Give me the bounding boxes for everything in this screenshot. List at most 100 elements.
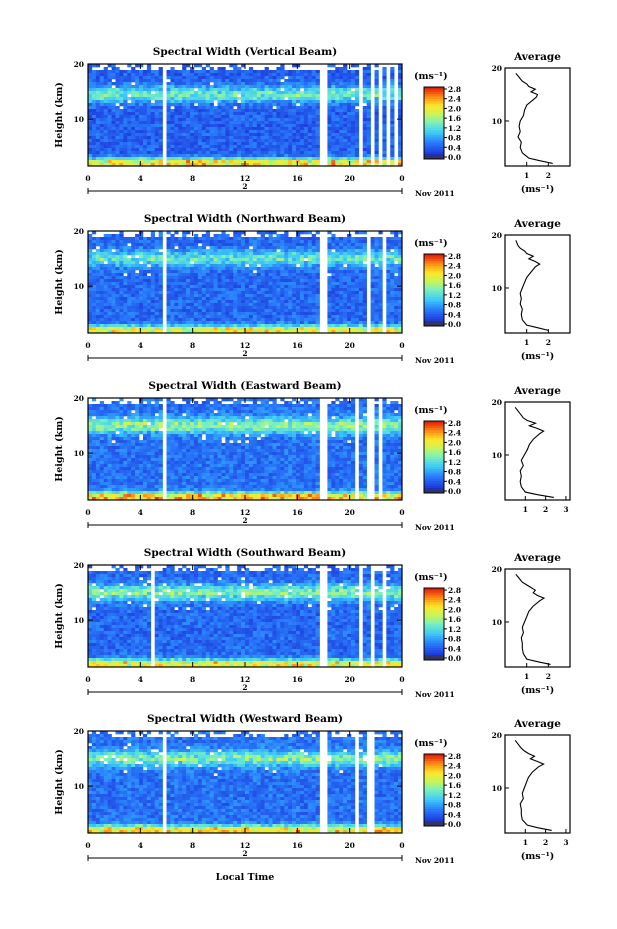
heatmap-cell xyxy=(135,324,140,328)
heatmap-cell xyxy=(166,139,171,143)
heatmap-cell xyxy=(154,148,159,152)
heatmap-cell xyxy=(107,94,112,98)
x-tick-label: 0 xyxy=(85,341,90,350)
heatmap-cell xyxy=(264,264,269,268)
heatmap-cell xyxy=(229,64,234,68)
heatmap-cell xyxy=(264,306,269,310)
heatmap-cell xyxy=(374,148,379,152)
x-tick-label: 20 xyxy=(344,174,354,183)
heatmap-cell xyxy=(303,82,309,86)
heatmap-cell xyxy=(311,91,316,95)
heatmap-cell xyxy=(205,276,210,280)
heatmap-cell xyxy=(123,124,128,128)
heatmap-cell xyxy=(327,267,332,271)
heatmap-cell xyxy=(174,243,179,247)
heatmap-cell xyxy=(91,258,97,262)
heatmap-cell xyxy=(315,276,320,280)
heatmap-cell xyxy=(95,273,101,277)
heatmap-cell xyxy=(264,246,269,250)
heatmap-cell xyxy=(174,306,179,310)
heatmap-cell xyxy=(127,291,132,295)
heatmap-cell xyxy=(347,82,352,86)
heatmap-cell xyxy=(233,136,238,140)
heatmap-cell xyxy=(354,97,360,101)
heatmap-cell xyxy=(237,82,242,86)
heatmap-cell xyxy=(350,303,356,307)
heatmap-cell xyxy=(354,267,360,271)
heatmap-cell xyxy=(99,309,104,313)
heatmap-cell xyxy=(268,97,273,101)
heatmap-cell xyxy=(154,100,159,104)
heatmap-cell xyxy=(343,303,348,307)
heatmap-cell xyxy=(205,234,210,238)
heatmap-cell xyxy=(311,157,316,161)
heatmap-cell xyxy=(88,497,93,501)
heatmap-cell xyxy=(347,264,352,268)
heatmap-cell xyxy=(374,300,379,304)
heatmap-cell xyxy=(178,246,183,250)
heatmap-cell xyxy=(186,327,191,331)
heatmap-cell xyxy=(264,139,269,143)
heatmap-cell xyxy=(201,252,207,256)
heatmap-cell xyxy=(225,297,230,301)
heatmap-cell xyxy=(115,327,120,331)
heatmap-cell xyxy=(299,151,305,155)
heatmap-cell xyxy=(272,279,277,283)
heatmap-cell xyxy=(256,82,261,86)
heatmap-cell xyxy=(229,109,234,113)
heatmap-cell xyxy=(213,133,218,137)
heatmap-cell xyxy=(123,255,128,259)
heatmap-cell xyxy=(311,73,316,77)
heatmap-cell xyxy=(284,127,289,131)
heatmap-cell xyxy=(150,291,156,295)
heatmap-cell xyxy=(327,115,332,119)
heatmap-cell xyxy=(170,142,175,146)
heatmap-cell xyxy=(292,246,297,250)
heatmap-cell xyxy=(288,136,293,140)
heatmap-cell xyxy=(186,324,191,328)
heatmap-cell xyxy=(190,148,195,152)
heatmap-cell xyxy=(268,327,273,331)
heatmap-cell xyxy=(303,139,309,143)
heatmap-cell xyxy=(237,249,242,253)
heatmap-cell xyxy=(217,270,222,274)
heatmap-cell xyxy=(245,148,250,152)
heatmap-cell xyxy=(303,279,309,283)
heatmap-cell xyxy=(158,148,163,152)
heatmap-cell xyxy=(335,261,340,265)
heatmap-cell xyxy=(248,145,254,149)
heatmap-cell xyxy=(174,100,179,104)
heatmap-cell xyxy=(209,118,214,122)
heatmap-cell xyxy=(182,160,187,164)
heatmap-cell xyxy=(193,157,199,161)
heatmap-cell xyxy=(335,279,340,283)
heatmap-cell xyxy=(197,327,203,331)
heatmap-cell xyxy=(166,118,171,122)
heatmap-cell xyxy=(139,330,144,334)
colorbar-swatch xyxy=(424,149,444,153)
heatmap-cell xyxy=(276,121,281,125)
heatmap-cell xyxy=(142,142,148,146)
heatmap-cell xyxy=(288,258,293,262)
heatmap-cell xyxy=(347,70,352,74)
heatmap-cell xyxy=(398,76,403,80)
heatmap-cell xyxy=(398,142,403,146)
heatmap-cell xyxy=(225,118,230,122)
heatmap-cell xyxy=(252,154,258,158)
heatmap-cell xyxy=(115,85,120,89)
heatmap-cell xyxy=(209,312,214,316)
heatmap-cell xyxy=(354,303,360,307)
heatmap-cell xyxy=(335,88,340,92)
heatmap-cell xyxy=(111,64,116,68)
heatmap-cell xyxy=(190,297,195,301)
x-tick-label: 0 xyxy=(399,341,404,350)
heatmap-cell xyxy=(115,318,120,322)
average-profile-line xyxy=(515,240,549,331)
heatmap-cell xyxy=(272,303,277,307)
heatmap-cell xyxy=(241,273,246,277)
heatmap-cell xyxy=(292,79,297,83)
heatmap-cell xyxy=(221,231,226,235)
heatmap-cell xyxy=(327,112,332,116)
heatmap-cell xyxy=(186,106,191,110)
heatmap-cell xyxy=(296,255,301,259)
